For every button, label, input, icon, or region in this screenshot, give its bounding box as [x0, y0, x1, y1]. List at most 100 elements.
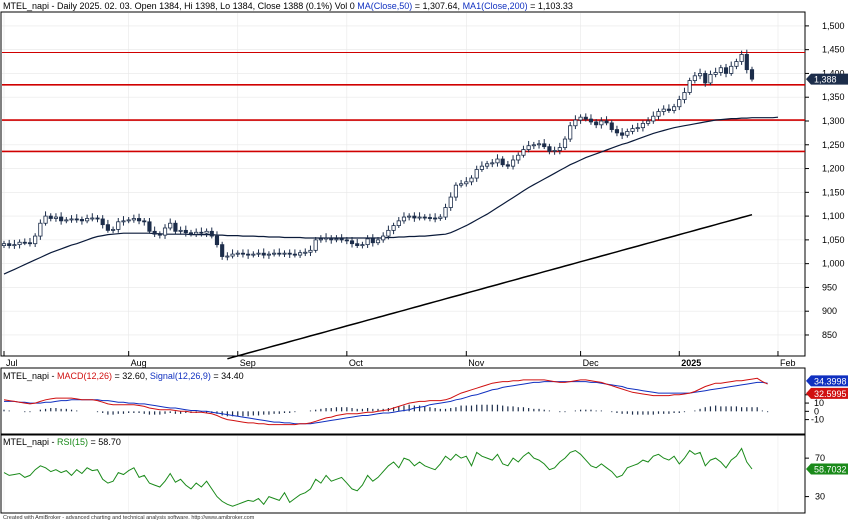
candle	[142, 218, 147, 226]
bear-candle-body	[261, 252, 266, 256]
bull-candle-body	[495, 158, 500, 164]
bear-candle-body	[412, 215, 417, 219]
candle	[277, 248, 282, 257]
ohlc-info: - Daily 2025. 02. 03. Open 1384, Hi 1398…	[49, 1, 355, 11]
candle	[485, 160, 490, 170]
bear-candle-body	[136, 218, 142, 222]
candle	[459, 179, 464, 188]
macd-header: MTEL_napi - MACD(12,26) = 32.60, Signal(…	[3, 371, 244, 381]
candle	[703, 70, 708, 87]
candle	[12, 239, 17, 249]
macd-line	[3, 377, 768, 426]
candle	[479, 161, 484, 172]
bear-candle-body	[427, 217, 433, 219]
bear-candle-body	[246, 253, 251, 256]
candle	[490, 159, 495, 168]
candle	[303, 248, 308, 257]
candle	[682, 87, 687, 104]
candle	[365, 235, 370, 248]
macd-label: MACD(12,26)	[57, 371, 112, 381]
bear-candle-body	[433, 217, 438, 220]
candle	[573, 115, 578, 130]
candle	[261, 248, 266, 259]
bear-candle-body	[370, 238, 375, 244]
bull-candle-body	[521, 149, 526, 156]
candle	[183, 225, 188, 237]
candle	[734, 58, 739, 70]
rsi-panel	[0, 434, 806, 514]
bull-candle-body	[635, 127, 640, 130]
bull-candle-body	[396, 220, 401, 227]
candle	[521, 145, 526, 158]
candle	[464, 177, 469, 187]
bear-candle-body	[142, 220, 147, 223]
bull-candle-body	[438, 216, 443, 219]
candle	[209, 227, 214, 239]
bear-candle-body	[744, 54, 749, 71]
candle	[188, 229, 194, 237]
bull-candle-body	[381, 235, 386, 241]
candle	[308, 245, 313, 257]
candle	[723, 63, 729, 78]
bull-candle-body	[516, 154, 521, 161]
candle	[1, 240, 7, 248]
candle	[126, 217, 131, 224]
bull-candle-body	[1, 243, 7, 246]
candle	[225, 252, 230, 261]
bull-candle-body	[266, 253, 271, 256]
candle	[469, 175, 474, 186]
candle	[95, 215, 100, 223]
bull-candle-body	[677, 99, 682, 108]
candle	[59, 212, 64, 225]
candle	[157, 231, 162, 239]
bear-candle-body	[214, 235, 220, 246]
bull-candle-body	[204, 230, 209, 234]
candle	[48, 213, 53, 222]
candle	[542, 139, 547, 150]
bull-candle-body	[178, 229, 183, 232]
candle	[687, 77, 692, 95]
bull-candle-body	[194, 231, 199, 235]
bear-candle-body	[287, 252, 292, 255]
x-tick-label: 2025	[681, 358, 701, 368]
bear-candle-body	[666, 108, 671, 111]
bear-candle-body	[22, 241, 27, 244]
bull-candle-body	[251, 253, 256, 256]
bear-candle-body	[422, 216, 427, 219]
bull-candle-body	[578, 116, 583, 121]
candle	[152, 226, 157, 238]
candle	[453, 182, 458, 201]
candle	[656, 108, 661, 120]
ma200-value: = 1,103.33	[528, 1, 573, 11]
bull-candle-body	[443, 207, 448, 218]
bull-candle-body	[526, 145, 531, 150]
bear-candle-body	[344, 239, 349, 242]
bull-candle-body	[672, 106, 677, 111]
candle	[443, 203, 448, 220]
candle	[625, 128, 630, 138]
candle	[614, 125, 620, 137]
candle	[33, 233, 38, 248]
bear-candle-body	[614, 129, 620, 134]
candle	[552, 146, 557, 155]
candle	[640, 120, 645, 132]
candle	[100, 215, 105, 229]
candle	[646, 117, 651, 126]
candle	[583, 113, 588, 122]
candle	[27, 237, 33, 247]
bull-candle-body	[126, 219, 131, 222]
ma50-label: MA(Close,50)	[357, 1, 412, 11]
bull-candle-body	[43, 215, 48, 224]
candle	[568, 121, 573, 142]
bull-candle-body	[162, 227, 168, 236]
bear-candle-body	[604, 120, 609, 124]
candle	[22, 238, 27, 246]
candle	[417, 212, 422, 221]
candle	[17, 239, 22, 249]
candle	[240, 249, 246, 258]
bear-candle-body	[723, 67, 729, 74]
x-tick-label: Jul	[6, 358, 18, 368]
signal-label: Signal(12,26,9)	[150, 371, 211, 381]
candle	[677, 95, 682, 111]
bear-candle-body	[27, 242, 33, 245]
